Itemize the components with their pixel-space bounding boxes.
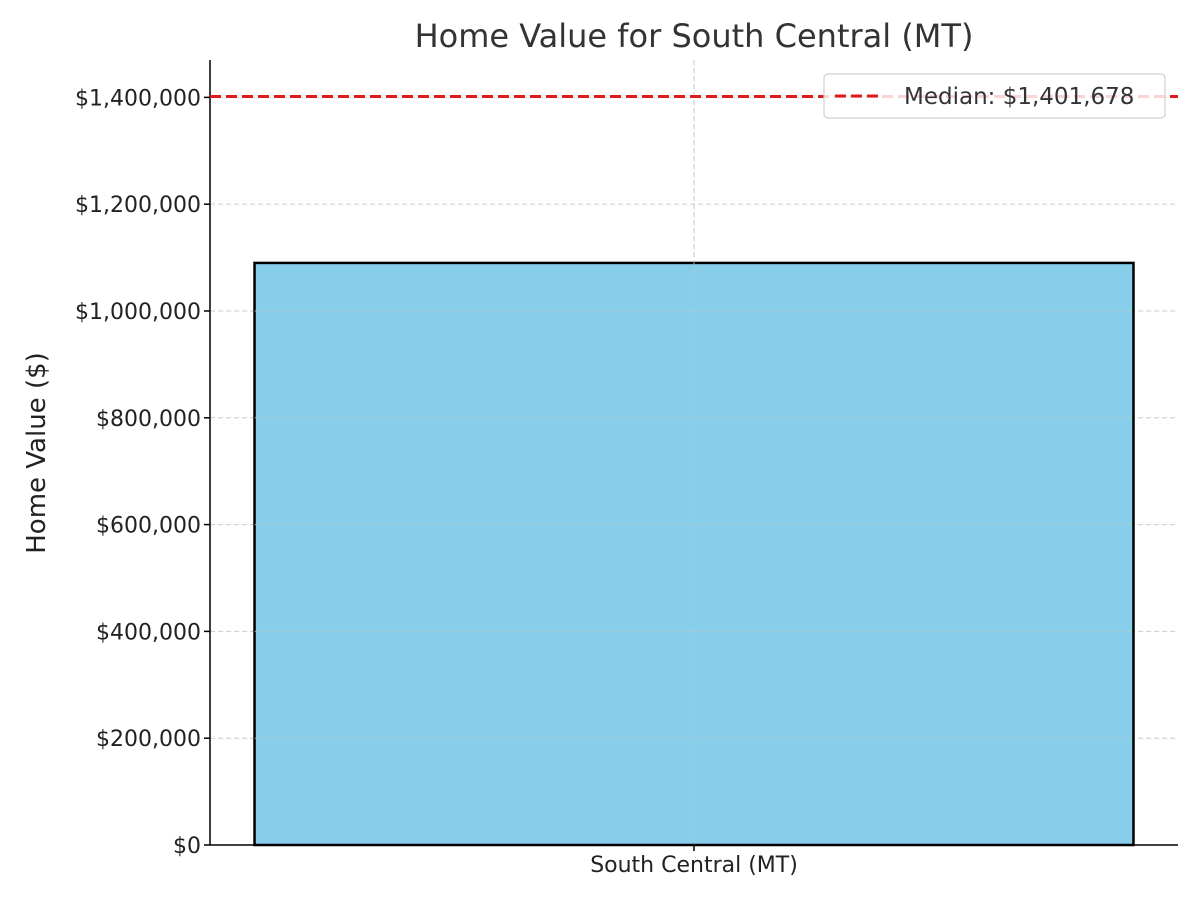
y-tick-label: $1,200,000 bbox=[75, 193, 201, 218]
y-tick-label: $0 bbox=[173, 834, 201, 859]
legend: Median: $1,401,678 bbox=[823, 73, 1166, 119]
y-tick-label: $1,000,000 bbox=[75, 300, 201, 325]
y-tick-label: $200,000 bbox=[96, 727, 201, 752]
y-tick-label: $800,000 bbox=[96, 407, 201, 432]
chart-title: Home Value for South Central (MT) bbox=[415, 17, 974, 55]
y-tick-label: $600,000 bbox=[96, 514, 201, 539]
ticks-layer: $0 $200,000 $400,000 $600,000 $800,000 $1,000… bbox=[75, 86, 798, 878]
y-axis-label: Home Value ($) bbox=[22, 352, 52, 554]
legend-median-label: Median: $1,401,678 bbox=[904, 84, 1134, 110]
legend-box bbox=[823, 73, 1166, 119]
bars-layer bbox=[253, 60, 1135, 847]
x-tick-label: South Central (MT) bbox=[590, 853, 798, 878]
y-tick-label: $400,000 bbox=[96, 620, 201, 645]
y-tick-label: $1,400,000 bbox=[75, 86, 201, 111]
